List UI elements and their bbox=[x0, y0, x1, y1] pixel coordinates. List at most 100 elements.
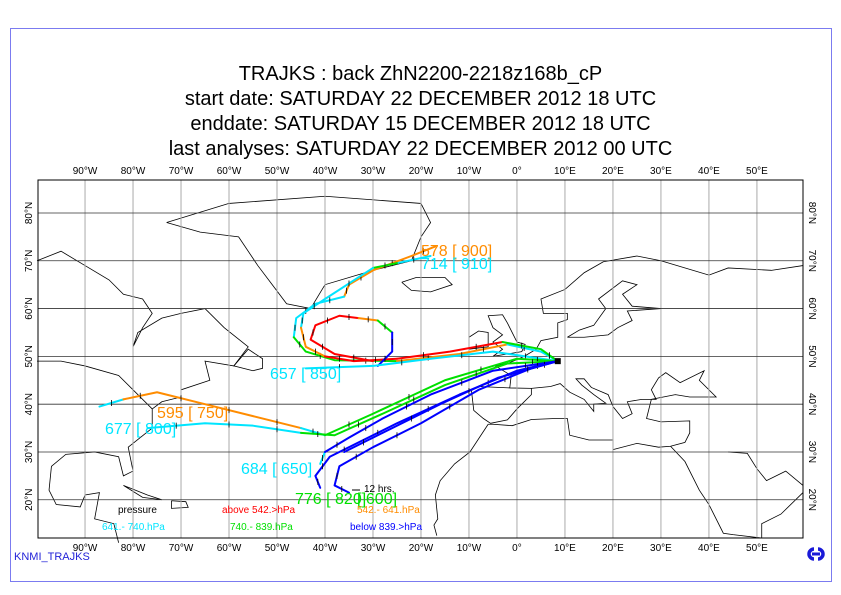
lon-tick-label-top: 50°E bbox=[746, 166, 768, 177]
traj-label: 684 [ 650] bbox=[241, 461, 313, 478]
legend-title: pressure bbox=[118, 505, 157, 516]
lat-tick-label-right: 40°N bbox=[806, 393, 817, 415]
lon-tick-label-top: 10°W bbox=[457, 166, 482, 177]
traj-label: 578 [ 900] bbox=[421, 243, 493, 260]
coastline bbox=[123, 485, 162, 501]
title-last-analyses: last analyses: SATURDAY 22 DECEMBER 2012… bbox=[168, 138, 673, 160]
lon-tick-label-bottom: 0° bbox=[512, 543, 522, 554]
coastline bbox=[433, 424, 489, 536]
graticule bbox=[38, 180, 803, 538]
trajectory-segment-blue bbox=[314, 360, 559, 489]
trajectory bbox=[314, 360, 559, 489]
coastline bbox=[233, 348, 264, 372]
lon-tick-label-bottom: 50°E bbox=[746, 543, 768, 554]
coastline bbox=[728, 451, 804, 486]
lon-tick-label-bottom: 10°W bbox=[457, 543, 482, 554]
lon-tick-label-top: 90°W bbox=[73, 166, 98, 177]
coastline bbox=[470, 386, 532, 424]
plot-frame bbox=[10, 28, 832, 582]
trajectory bbox=[309, 313, 394, 367]
trajectory-segment-blue bbox=[376, 331, 394, 367]
coastline bbox=[171, 500, 189, 509]
trajectory bbox=[299, 254, 559, 363]
lon-tick-label-top: 70°W bbox=[169, 166, 194, 177]
lat-tick-label-left: 70°N bbox=[24, 250, 35, 272]
lon-tick-label-top: 30°E bbox=[650, 166, 672, 177]
lon-tick-label-bottom: 40°W bbox=[313, 543, 338, 554]
title-end-date: enddate: SATURDAY 15 DECEMBER 2012 18 UT… bbox=[190, 113, 651, 135]
trajectory-segment-blue bbox=[323, 360, 559, 453]
lon-tick-label-bottom: 80°W bbox=[121, 543, 146, 554]
lon-tick-label-top: 50°W bbox=[265, 166, 290, 177]
lon-tick-label-top: 40°E bbox=[698, 166, 720, 177]
legend-item: below 839.>hPa bbox=[350, 522, 423, 533]
ecmwf-logo-icon bbox=[807, 547, 825, 561]
map-border bbox=[37, 179, 804, 539]
traj-label: 714 [ 910] bbox=[421, 256, 493, 273]
coastline bbox=[567, 280, 661, 338]
trajectory-segment-red bbox=[323, 355, 398, 363]
lon-tick-label-bottom: 20°E bbox=[602, 543, 624, 554]
lat-tick-label-right: 50°N bbox=[806, 345, 817, 367]
title-start-date: start date: SATURDAY 22 DECEMBER 2012 18… bbox=[184, 88, 657, 110]
traj-label: 595 [ 750] bbox=[157, 405, 229, 422]
trajectory-segment-orange bbox=[299, 326, 326, 358]
title-line-1: TRAJKS : back ZhN2200-2218z168b_cP bbox=[238, 63, 603, 85]
lon-tick-label-top: 20°W bbox=[409, 166, 434, 177]
lon-tick-label-bottom: 40°E bbox=[698, 543, 720, 554]
lon-tick-label-bottom: 90°W bbox=[73, 543, 98, 554]
traj-label: [ 600] bbox=[357, 491, 398, 508]
lon-tick-label-top: 60°W bbox=[217, 166, 242, 177]
lat-tick-label-left: 50°N bbox=[24, 345, 35, 367]
lat-tick-label-right: 20°N bbox=[806, 489, 817, 511]
trajectory bbox=[319, 360, 559, 465]
lon-tick-label-top: 20°E bbox=[602, 166, 624, 177]
lat-tick-label-right: 80°N bbox=[806, 202, 817, 224]
lat-tick-label-left: 40°N bbox=[24, 393, 35, 415]
trajectory-segment-cyan bbox=[304, 350, 559, 370]
legend-item: 740.- 839.hPa bbox=[230, 522, 293, 533]
lat-tick-label-right: 60°N bbox=[806, 297, 817, 319]
lon-tick-label-top: 80°W bbox=[121, 166, 146, 177]
lat-tick-label-right: 70°N bbox=[806, 250, 817, 272]
knmi-trajks-credit: KNMI_TRAJKS bbox=[14, 551, 90, 563]
trajectory bbox=[146, 359, 559, 438]
legend-item: 542.- 641.hPa bbox=[357, 505, 420, 516]
lat-tick-label-left: 30°N bbox=[24, 441, 35, 463]
coastline bbox=[487, 314, 526, 357]
trajectory-segment-blue bbox=[343, 360, 559, 453]
lon-tick-label-bottom: 70°W bbox=[169, 543, 194, 554]
lat-tick-label-left: 60°N bbox=[24, 297, 35, 319]
lon-tick-label-bottom: 20°W bbox=[409, 543, 434, 554]
axis-tick-labels: 90°W 90°W 80°W 80°W 70°W 70°W 60°W 60°W 50°W 50°W… bbox=[24, 166, 817, 554]
trajectory bbox=[343, 360, 559, 453]
coastline bbox=[488, 369, 718, 451]
lon-tick-label-top: 0° bbox=[512, 166, 522, 177]
legend-item: 641.- 740.hPa bbox=[102, 522, 165, 533]
trajectory-segment-green bbox=[501, 341, 559, 363]
lat-tick-label-left: 80°N bbox=[24, 202, 35, 224]
lon-tick-label-bottom: 60°W bbox=[217, 543, 242, 554]
lat-tick-label-right: 30°N bbox=[806, 441, 817, 463]
trajectory-segment-green bbox=[323, 357, 559, 437]
lon-tick-label-top: 40°W bbox=[313, 166, 338, 177]
trajectories bbox=[98, 245, 561, 494]
trajectory-segment-red bbox=[395, 341, 504, 360]
coastline bbox=[670, 445, 804, 539]
traj-label: 657 [ 850] bbox=[270, 366, 342, 383]
lon-tick-label-bottom: 30°W bbox=[361, 543, 386, 554]
traj-label: 677 [ 800] bbox=[105, 421, 177, 438]
end-point-marker bbox=[554, 358, 561, 365]
trajectory-segment-orange bbox=[343, 245, 437, 298]
lon-tick-label-top: 10°E bbox=[554, 166, 576, 177]
traj-label: 776 [ 820] bbox=[295, 491, 367, 508]
legend-interval: 12 hrs. bbox=[364, 484, 395, 495]
trajectory-segment-orange bbox=[122, 391, 302, 430]
lon-tick-label-top: 30°W bbox=[361, 166, 386, 177]
coastline bbox=[401, 277, 453, 293]
lon-tick-label-bottom: 30°E bbox=[650, 543, 672, 554]
coastline bbox=[37, 360, 153, 543]
legend-item: above 542.>hPa bbox=[222, 505, 296, 516]
trajectory-segment-orange bbox=[395, 343, 509, 363]
